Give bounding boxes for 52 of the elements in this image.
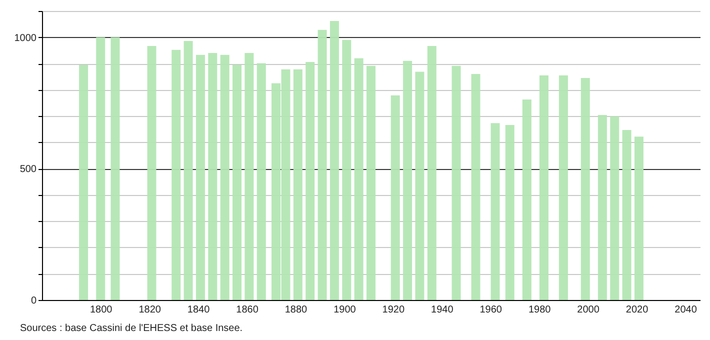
bar xyxy=(208,53,218,300)
bar xyxy=(558,75,568,300)
x-tick-label: 1880 xyxy=(284,304,308,316)
y-tick-label: 1000 xyxy=(14,32,37,44)
bar xyxy=(505,125,514,300)
x-tick-label: 1820 xyxy=(138,304,162,316)
bar xyxy=(610,116,620,300)
bar xyxy=(147,46,156,300)
bar xyxy=(539,75,548,300)
bar xyxy=(354,58,364,300)
bar xyxy=(330,20,339,300)
x-tick-label: 1800 xyxy=(90,304,113,316)
x-tick-label: 1840 xyxy=(187,304,210,316)
bar xyxy=(390,95,400,300)
x-tick-label: 1960 xyxy=(480,304,502,316)
bar xyxy=(427,46,436,300)
y-tick-label: 0 xyxy=(30,296,37,306)
bar xyxy=(452,66,461,300)
bar xyxy=(79,64,88,300)
bar xyxy=(256,63,266,300)
x-tick-label: 1860 xyxy=(236,304,259,316)
source-note: Sources : base Cassini de l'EHESS et base Insee. xyxy=(20,323,243,334)
bar xyxy=(196,54,205,300)
bar xyxy=(220,54,230,300)
bar xyxy=(490,123,500,300)
x-tick-label: 2000 xyxy=(577,304,600,316)
bar xyxy=(580,78,590,300)
bar xyxy=(293,69,302,300)
bar xyxy=(634,136,644,300)
bar xyxy=(184,40,193,300)
bar xyxy=(318,30,327,300)
bar xyxy=(342,40,352,300)
x-tick-label: 2020 xyxy=(626,304,649,316)
x-tick-label: 1940 xyxy=(431,304,454,316)
bar xyxy=(403,60,412,300)
bar xyxy=(306,62,315,300)
bar xyxy=(232,64,242,300)
bar xyxy=(366,66,376,300)
x-tick-label: 1920 xyxy=(382,304,405,316)
bar xyxy=(96,37,106,300)
x-tick-label: 1980 xyxy=(528,304,552,316)
bar xyxy=(110,37,120,300)
bar xyxy=(172,50,181,300)
x-tick-label: 2040 xyxy=(674,304,698,316)
bar xyxy=(471,74,480,300)
bar xyxy=(415,72,424,300)
bar xyxy=(522,100,532,300)
bar xyxy=(622,130,632,300)
bar xyxy=(598,115,607,300)
bar xyxy=(244,53,254,300)
x-tick-label: 1900 xyxy=(334,304,356,316)
y-tick-label: 500 xyxy=(20,164,37,176)
